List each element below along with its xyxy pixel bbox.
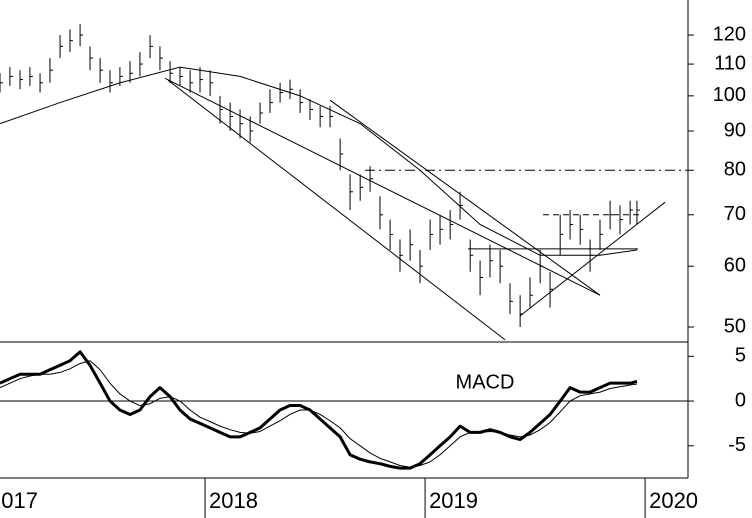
price-bar <box>529 277 534 308</box>
price-bar <box>549 271 554 308</box>
price-bar <box>519 295 524 327</box>
y-tick-label: 110 <box>714 52 746 74</box>
x-tick-label: 2019 <box>429 488 478 513</box>
price-bar <box>419 249 424 284</box>
price-bar <box>579 214 584 245</box>
price-bar <box>269 89 273 113</box>
price-bar <box>179 67 183 86</box>
macd-title: MACD <box>456 371 515 393</box>
price-bar <box>599 219 603 250</box>
price-bar <box>209 70 214 96</box>
price-bar <box>429 219 434 250</box>
price-bar <box>139 52 143 77</box>
price-bar <box>469 239 474 272</box>
price-bar <box>89 46 93 71</box>
price-bar <box>499 249 504 284</box>
price-bar <box>149 35 154 59</box>
price-bar <box>29 67 33 86</box>
x-tick-label: 2017 <box>0 488 38 513</box>
price-bar <box>169 61 174 83</box>
price-bar <box>289 79 293 100</box>
price-bar <box>189 70 194 93</box>
trend-line <box>164 77 601 296</box>
price-bar <box>19 70 24 90</box>
price-bar <box>0 73 3 93</box>
price-bar <box>109 70 114 93</box>
price-bar <box>59 35 64 59</box>
price-bar <box>69 29 73 53</box>
price-bar <box>379 196 383 230</box>
price-bar <box>49 58 53 83</box>
y-tick-label: 50 <box>724 315 746 337</box>
y-tick-label: 5 <box>735 345 746 367</box>
price-bar <box>299 89 304 113</box>
price-bar <box>359 174 364 201</box>
price-bar <box>459 191 464 220</box>
price-bar <box>279 82 284 103</box>
price-bar <box>569 210 574 240</box>
price-bar <box>199 67 203 93</box>
price-bar <box>319 106 324 128</box>
price-bar <box>239 109 244 139</box>
price-bar <box>259 102 264 124</box>
y-tick-label: 0 <box>735 389 746 411</box>
price-bar <box>399 239 403 272</box>
x-tick-label: 2018 <box>209 488 258 513</box>
price-bar <box>9 67 13 86</box>
macd-line <box>0 360 638 468</box>
price-bar <box>629 200 634 225</box>
price-bar <box>99 58 104 83</box>
trend-line <box>329 99 601 296</box>
trend-line <box>519 201 666 317</box>
y-tick-label: 100 <box>713 84 746 106</box>
moving-average <box>0 66 638 256</box>
price-bar <box>79 24 84 47</box>
price-bar <box>309 99 314 121</box>
price-bar <box>249 116 254 143</box>
y-tick-label: 80 <box>724 159 746 181</box>
price-bar <box>219 95 224 124</box>
price-bar <box>449 210 454 240</box>
y-tick-label: 70 <box>724 203 746 225</box>
price-bar <box>339 138 344 171</box>
price-bar <box>409 229 414 261</box>
price-bar <box>439 214 444 245</box>
trend-line <box>167 79 506 341</box>
y-tick-label: -5 <box>728 434 746 456</box>
price-bar <box>636 200 640 225</box>
price-bar <box>129 61 134 83</box>
y-tick-label: 90 <box>724 119 746 141</box>
price-bar <box>349 174 354 211</box>
price-bar <box>229 102 234 131</box>
price-bar <box>479 260 484 296</box>
y-tick-label: 120 <box>713 23 746 45</box>
price-bar <box>619 205 624 235</box>
price-bar <box>329 106 334 128</box>
price-bar <box>509 283 514 314</box>
price-bar <box>489 244 493 278</box>
price-bar <box>609 200 614 230</box>
price-bar <box>39 73 44 93</box>
x-tick-label: 2020 <box>649 488 698 513</box>
y-tick-label: 60 <box>724 254 746 276</box>
price-bar <box>389 219 394 250</box>
macd-line <box>0 350 638 470</box>
price-bar <box>159 46 163 71</box>
